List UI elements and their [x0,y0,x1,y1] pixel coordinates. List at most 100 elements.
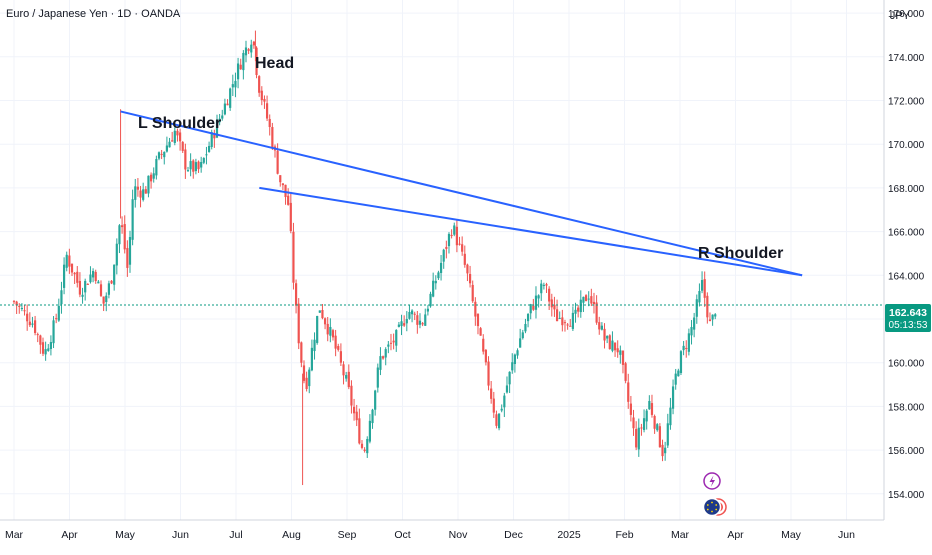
candle-body [590,296,593,304]
candle-body [197,161,200,170]
candle-body [669,407,672,426]
trendlines[interactable] [120,110,803,277]
candle-body [363,449,366,451]
candle-body [123,224,126,250]
candle-body [15,301,18,306]
candle-body [492,398,495,413]
price-tick-label: 172.000 [888,97,925,108]
candle-body [350,385,353,406]
candle-body [566,324,569,326]
candle-body [424,314,427,326]
candle-body [178,132,182,142]
candle-body [128,237,132,265]
pattern-labels: L Shoulder Head R Shoulder [138,55,783,262]
candle-body [316,315,319,343]
candle-body [265,103,269,119]
candle-body [561,317,564,326]
candle-body [242,52,245,71]
candle-body [134,186,137,200]
candle-body [57,305,60,321]
time-tick-label: Mar [5,529,24,541]
time-tick-label: Jun [172,529,189,541]
candle-body [450,234,453,236]
candle-body [619,350,622,355]
candle-body [637,427,640,450]
candle-body [540,283,543,294]
candle-body [695,299,698,317]
candle-body [500,408,503,411]
candle-body [392,340,395,343]
candle-body [342,364,345,376]
candle-body [165,145,169,152]
candle-body [645,410,648,422]
candle-body [505,385,509,393]
candle-body [236,63,240,80]
time-tick-label: Nov [449,529,468,541]
candle-body [679,351,683,373]
time-tick-label: Apr [61,529,78,541]
candle-body [200,161,203,168]
price-tick-label: 176.000 [888,9,925,20]
candle-body [26,313,29,322]
candle-body [624,363,627,381]
candle-body [650,403,654,415]
candle-body [163,151,166,158]
candle-body [616,348,619,353]
candle-body [508,371,511,385]
price-tick-label: 160.000 [888,359,925,370]
candle-body [89,274,92,283]
candle-body [247,49,250,51]
candle-body [23,310,26,312]
candle-body [44,349,47,355]
candle-body [234,80,237,88]
lightning-icon[interactable] [703,472,721,490]
candle-body [714,314,717,317]
candle-body [437,272,440,279]
candle-body [418,320,422,325]
time-tick-label: Jun [838,529,855,541]
candle-body [36,334,39,336]
candle-body [608,335,611,350]
candle-body [453,225,456,235]
candle-body [708,319,712,322]
candle-body [308,369,311,387]
candle-body [579,299,582,313]
price-axis[interactable]: 154.000156.000158.000160.000162.000164.0… [888,9,925,501]
candle-body [479,328,482,336]
candle-body [635,429,638,448]
candle-body [447,233,451,247]
eu-flag-icon[interactable] [702,497,722,517]
candle-body [181,141,184,151]
candle-body [49,342,53,350]
candle-body [126,248,129,268]
candle-body [461,244,464,252]
candle-body [595,302,598,323]
candle-body [152,173,155,179]
candle-body [171,140,174,142]
candle-body [47,348,50,351]
candle-body [368,420,371,442]
time-tick-label: Apr [727,529,744,541]
candle-body [331,330,335,338]
candle-body [84,280,87,293]
candle-body [574,309,577,314]
event-markers[interactable] [702,472,727,517]
candle-body [70,263,74,273]
candle-body [210,132,213,147]
candle-body [532,305,535,310]
candle-body [693,317,696,330]
candle-body [91,271,95,278]
currency-label[interactable]: JPY [889,10,910,22]
candle-body [276,150,279,174]
candle-body [476,313,480,327]
candle-body [292,231,295,283]
candle-body [329,326,332,336]
time-axis[interactable]: Mar Apr May Jun Jul Aug Sep Oct Nov Dec 2025 Feb Mar… [5,529,855,541]
price-tick-label: 168.000 [888,184,925,195]
candle-body [582,296,585,303]
candle-body [598,322,601,330]
candle-body [287,195,290,205]
candle-body [218,118,221,123]
